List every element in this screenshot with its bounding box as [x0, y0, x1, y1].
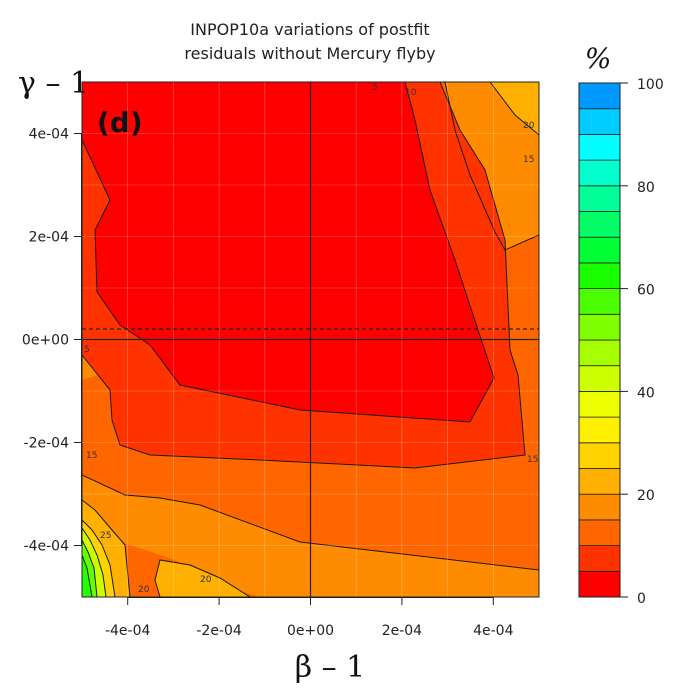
contour-label-20-top: 20: [523, 121, 535, 131]
band-15-20-left: [82, 355, 98, 380]
contour-label-15-left: 15: [86, 451, 97, 461]
contour-label-15-right: 15: [523, 155, 534, 165]
colorbar-swatch: [578, 288, 621, 315]
colorbar-swatch: [578, 339, 621, 367]
band-15-20-right: [445, 82, 539, 250]
colorbar-swatch: [578, 159, 621, 187]
colorbar-swatch: [578, 262, 621, 289]
x-tick-label: -4e-04: [105, 623, 151, 639]
colorbar-swatch: [578, 365, 621, 392]
colorbar-swatch: [578, 236, 621, 264]
y-tick-label: -2e-04: [24, 436, 70, 452]
x-tick-label: 0e+00: [287, 623, 334, 639]
colorbar-unit-label: %: [585, 42, 612, 75]
band-0-5: [82, 82, 494, 422]
band-20-25-topright: [490, 82, 539, 135]
contour-label-15-lower-right: 15: [527, 455, 538, 465]
colorbar-tick-label: 80: [637, 180, 655, 196]
y-axis-label: γ – 1: [18, 66, 89, 101]
colorbar-swatch: [578, 390, 621, 418]
x-tick-label: -2e-04: [196, 623, 242, 639]
contour-label-20-bottom: 20: [138, 585, 150, 595]
chart-title-line2: residuals without Mercury flyby: [184, 44, 435, 63]
colorbar-tick-label: 100: [637, 77, 664, 93]
contour-label-5-left: 5: [84, 345, 90, 355]
y-axis: 4e-04 2e-04 0e+00 -2e-04 -4e-04: [22, 127, 82, 555]
colorbar-swatch: [578, 570, 621, 598]
colorbar-swatch: [578, 416, 621, 444]
contour-label-5: 5: [372, 83, 378, 93]
colorbar-tick-label: 40: [637, 385, 655, 401]
colorbar-swatch: [578, 108, 621, 135]
reference-lines: [82, 82, 539, 597]
colorbar-swatch: [578, 468, 621, 495]
y-tick-label: -4e-04: [24, 539, 70, 555]
contour-label-20-bottom-mid: 20: [200, 575, 212, 585]
colorbar-swatch: [578, 519, 621, 547]
colorbar-swatch: [578, 185, 621, 212]
x-tick-label: 2e-04: [382, 623, 422, 639]
band-20-25-bottom: [155, 560, 250, 597]
colorbar-tick-label: 0: [637, 591, 646, 607]
y-tick-label: 2e-04: [29, 230, 69, 246]
colorbar-swatch: [578, 82, 621, 110]
y-tick-label: 0e+00: [22, 333, 69, 349]
colorbar-tick-label: 20: [637, 488, 655, 504]
chart-title-line1: INPOP10a variations of postfit: [190, 20, 429, 39]
colorbar-tick-label: 60: [637, 283, 655, 299]
colorbar-swatch: [578, 545, 621, 572]
colorbar-swatch: [578, 313, 621, 341]
colorbar: 0 20 40 60 80 100: [578, 77, 664, 607]
contour-lines: [82, 82, 539, 597]
colorbar-swatch: [578, 442, 621, 469]
contour-label-25: 25: [100, 531, 111, 541]
x-axis: -4e-04 -2e-04 0e+00 2e-04 4e-04: [105, 597, 514, 639]
colorbar-swatch: [578, 211, 621, 238]
colorbar-swatch: [578, 133, 621, 161]
colorbar-swatch: [578, 493, 621, 521]
panel-label: (d): [97, 106, 143, 139]
band-55-65: [82, 555, 92, 597]
y-tick-label: 4e-04: [29, 127, 69, 143]
x-axis-label: β – 1: [295, 650, 366, 685]
band-15-20: [82, 475, 539, 597]
x-tick-label: 4e-04: [473, 623, 513, 639]
colorbar-frame: [578, 82, 621, 598]
contour-label-10-top: 10: [405, 88, 417, 98]
